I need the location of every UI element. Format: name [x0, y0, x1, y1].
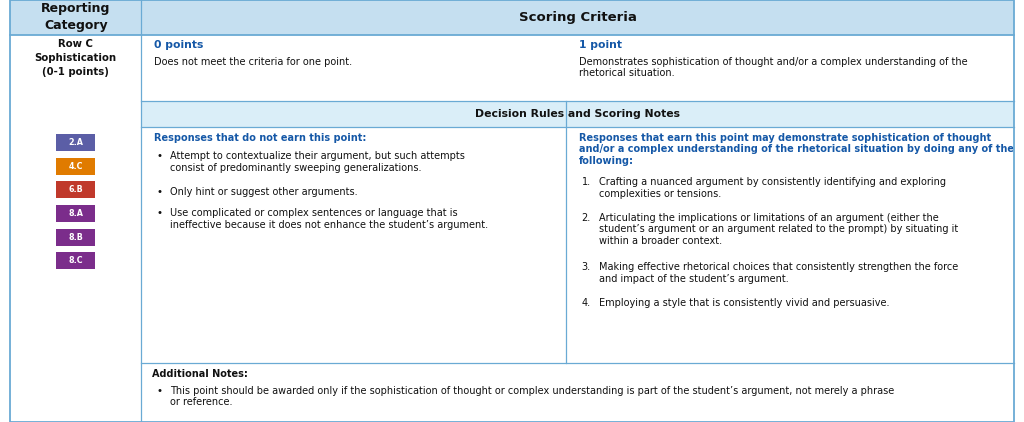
Text: Responses that earn this point may demonstrate sophistication of thought
and/or : Responses that earn this point may demon…: [579, 133, 1014, 166]
Text: 2.A: 2.A: [69, 138, 83, 147]
Text: 6.B: 6.B: [69, 185, 83, 195]
Text: 4.: 4.: [582, 298, 591, 308]
Text: 1.: 1.: [582, 177, 591, 187]
Text: •: •: [157, 208, 163, 219]
Text: Row C
Sophistication
(0-1 points): Row C Sophistication (0-1 points): [35, 39, 117, 77]
Text: 8.A: 8.A: [69, 209, 83, 218]
Text: 1 point: 1 point: [579, 40, 622, 50]
Text: Only hint or suggest other arguments.: Only hint or suggest other arguments.: [170, 187, 357, 197]
Text: Reporting
Category: Reporting Category: [41, 2, 111, 32]
Bar: [141, 35, 566, 101]
Text: 3.: 3.: [582, 262, 591, 272]
Bar: [141, 127, 566, 363]
Bar: [56, 205, 95, 222]
Text: •: •: [157, 151, 163, 162]
Text: •: •: [157, 187, 163, 197]
Bar: [56, 181, 95, 198]
Bar: [56, 158, 95, 175]
Text: Responses that do not earn this point:: Responses that do not earn this point:: [154, 133, 366, 143]
Text: 8.B: 8.B: [69, 233, 83, 242]
Text: Scoring Criteria: Scoring Criteria: [518, 11, 637, 24]
Text: Employing a style that is consistently vivid and persuasive.: Employing a style that is consistently v…: [599, 298, 890, 308]
Bar: [10, 0, 1014, 35]
Text: 4.C: 4.C: [69, 162, 83, 171]
Text: Articulating the implications or limitations of an argument (either the
student’: Articulating the implications or limitat…: [599, 213, 958, 246]
Text: Decision Rules and Scoring Notes: Decision Rules and Scoring Notes: [475, 109, 680, 119]
Bar: [566, 127, 1014, 363]
Bar: [566, 35, 1014, 101]
Text: Making effective rhetorical choices that consistently strengthen the force
and i: Making effective rhetorical choices that…: [599, 262, 958, 284]
Text: 2.: 2.: [582, 213, 591, 223]
Text: •: •: [157, 386, 163, 396]
Text: Crafting a nuanced argument by consistently identifying and exploring
complexiti: Crafting a nuanced argument by consisten…: [599, 177, 946, 199]
Text: Use complicated or complex sentences or language that is
ineffective because it : Use complicated or complex sentences or …: [170, 208, 488, 230]
Bar: [56, 134, 95, 151]
Bar: [10, 35, 141, 422]
Bar: [141, 363, 1014, 422]
Text: Additional Notes:: Additional Notes:: [152, 369, 248, 379]
Bar: [56, 229, 95, 246]
Text: 8.C: 8.C: [69, 256, 83, 265]
Bar: [56, 252, 95, 269]
Bar: [141, 101, 1014, 127]
Text: Demonstrates sophistication of thought and/or a complex understanding of the
rhe: Demonstrates sophistication of thought a…: [579, 57, 968, 78]
Text: Attempt to contextualize their argument, but such attempts
consist of predominan: Attempt to contextualize their argument,…: [170, 151, 465, 173]
Text: 0 points: 0 points: [154, 40, 203, 50]
Text: Does not meet the criteria for one point.: Does not meet the criteria for one point…: [154, 57, 351, 67]
Text: This point should be awarded only if the sophistication of thought or complex un: This point should be awarded only if the…: [170, 386, 894, 407]
